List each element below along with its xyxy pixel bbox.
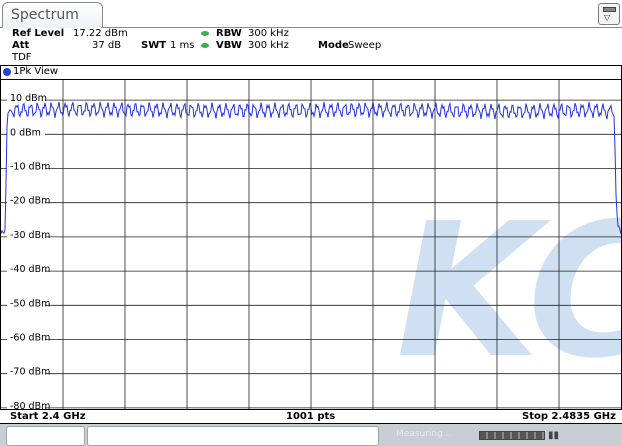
- stop-frequency: Stop 2.4835 GHz: [522, 411, 616, 422]
- mode-label: Mode: [318, 40, 349, 51]
- y-tick-label: -60 dBm: [10, 333, 50, 344]
- diagram-panel[interactable]: 1Pk View KC 10 dBm 0 dBm -10 dBm -20 dBm -30…: [0, 65, 622, 426]
- progress-bar: [479, 431, 545, 440]
- y-tick-label: -20 dBm: [10, 196, 50, 207]
- tdf-label: TDF: [12, 52, 32, 63]
- ref-level-label: Ref Level: [12, 28, 65, 39]
- diagram-title: 1Pk View: [13, 66, 59, 77]
- menu-toggle-button[interactable]: ▽: [598, 3, 620, 25]
- chevron-down-icon: ▽: [604, 13, 611, 22]
- trace-1: [1, 101, 621, 234]
- ref-level-value: 17.22 dBm: [73, 28, 128, 39]
- att-label: Att: [12, 40, 30, 51]
- spectrum-plot[interactable]: KC 10 dBm 0 dBm -10 dBm -20 dBm -30 dBm -40 d…: [1, 80, 621, 425]
- att-value: 37 dB: [92, 40, 122, 51]
- y-tick-label-bg: [7, 92, 45, 104]
- rbw-label: RBW: [216, 28, 242, 39]
- y-tick-label-bg: [7, 365, 45, 377]
- y-tick-label: -10 dBm: [10, 162, 50, 173]
- y-tick-label: 10 dBm: [10, 93, 47, 104]
- watermark: KC: [396, 183, 621, 399]
- swt-value: 1 ms: [170, 40, 195, 51]
- softkey-field-1[interactable]: [6, 426, 85, 446]
- rbw-coupled-indicator-icon: [201, 31, 209, 36]
- tab-spectrum[interactable]: Spectrum: [2, 2, 103, 28]
- status-bar: Start 2.4 GHz 1001 pts Stop 2.4835 GHz: [0, 409, 622, 424]
- start-frequency: Start 2.4 GHz: [10, 411, 86, 422]
- sweep-points: 1001 pts: [286, 411, 336, 422]
- y-tick-label-bg: [7, 194, 45, 206]
- y-axis-labels: 10 dBm 0 dBm -10 dBm -20 dBm -30 dBm -40 dBm -…: [7, 92, 50, 412]
- y-tick-label: -30 dBm: [10, 230, 50, 241]
- y-tick-label-bg: [7, 126, 45, 138]
- y-tick-label-bg: [7, 263, 45, 275]
- swt-label: SWT: [141, 40, 167, 51]
- vbw-coupled-indicator-icon: [201, 43, 209, 48]
- y-tick-label: -50 dBm: [10, 298, 50, 309]
- softkey-field-2[interactable]: [87, 426, 379, 446]
- y-tick-label-bg: [7, 297, 45, 309]
- y-tick-label-bg: [7, 160, 45, 172]
- vbw-value: 300 kHz: [248, 40, 289, 51]
- y-tick-label: -40 dBm: [10, 264, 50, 275]
- y-tick-label: 0 dBm: [10, 127, 41, 138]
- plot-grid: [1, 80, 621, 425]
- trace-indicator-icon: [3, 68, 11, 76]
- tab-spectrum-label: Spectrum: [11, 7, 79, 23]
- bottom-bar: Measuring... ▮▮: [0, 424, 622, 446]
- lan-icon: ▮▮: [548, 430, 560, 441]
- vbw-label: VBW: [216, 40, 242, 51]
- mode-value: Sweep: [348, 40, 382, 51]
- rbw-value: 300 kHz: [248, 28, 289, 39]
- y-tick-label-bg: [7, 228, 45, 240]
- tab-bar: Spectrum ▽: [0, 0, 622, 28]
- measuring-status: Measuring...: [396, 429, 452, 439]
- y-tick-label: -70 dBm: [10, 367, 50, 378]
- y-tick-label-bg: [7, 331, 45, 343]
- y-tick-label-bg: [7, 399, 45, 411]
- menu-icon: [603, 7, 616, 12]
- y-tick-label: -80 dBm: [10, 401, 50, 412]
- diagram-title-bar: 1Pk View: [1, 66, 621, 80]
